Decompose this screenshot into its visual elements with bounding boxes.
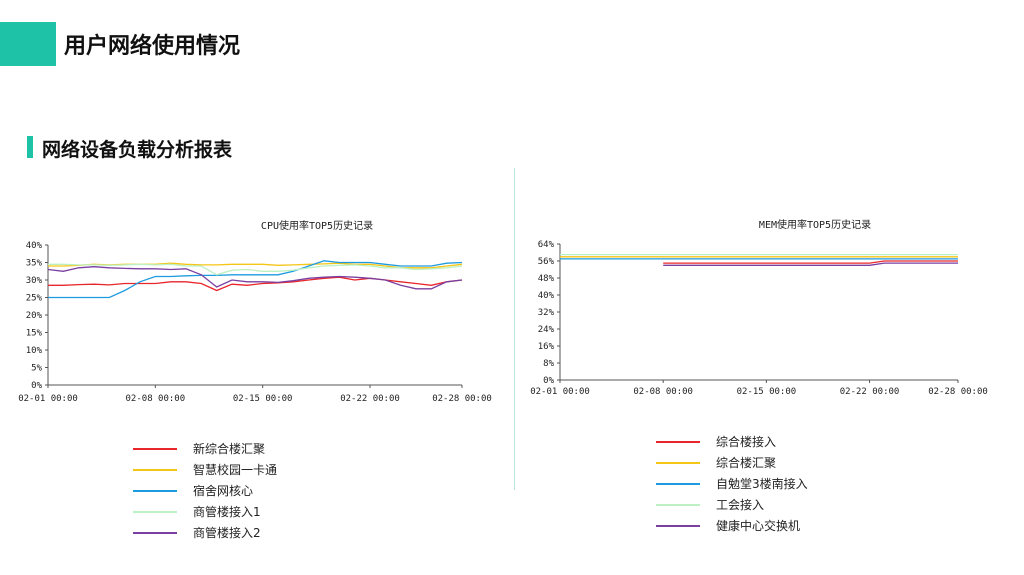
series-line-1: [663, 260, 958, 264]
legend-label: 健康中心交换机: [716, 519, 801, 533]
section-title: 网络设备负载分析报表: [42, 139, 233, 161]
series-line-4: [48, 263, 463, 276]
chart-divider: [514, 168, 515, 490]
x-tick-label: 02-15 00:00: [737, 387, 797, 397]
x-tick-label: 02-28 00:00: [928, 387, 988, 397]
x-tick-label: 02-15 00:00: [233, 394, 293, 404]
legend-swatch: [656, 504, 700, 506]
legend-swatch: [133, 469, 177, 471]
series-line-1: [48, 276, 463, 292]
x-tick-label: 02-08 00:00: [633, 387, 693, 397]
y-tick-label: 40%: [538, 291, 555, 301]
legend-label: 综合楼接入: [716, 435, 777, 449]
series-line-5: [47, 266, 463, 290]
y-tick-label: 56%: [538, 257, 555, 267]
y-tick-label: 10%: [26, 346, 43, 356]
chart-cpu: CPU使用率TOP5历史记录 0% 5% 10% 15% 20% 25% 30% 35% 40% 0…: [18, 219, 492, 404]
section-accent-bar: [27, 136, 33, 158]
y-tick-label: 30%: [26, 276, 43, 286]
y-tick-label: 64%: [538, 240, 555, 250]
y-tick-label: 25%: [26, 294, 43, 304]
y-tick-label: 16%: [538, 342, 555, 352]
y-tick-label: 15%: [26, 329, 43, 339]
legend-label: 新综合楼汇聚: [193, 442, 266, 456]
title-accent-block: [0, 22, 56, 66]
y-tick-label: 8%: [543, 359, 554, 369]
x-tick-label: 02-28 00:00: [432, 394, 492, 404]
y-tick-label: 32%: [538, 308, 555, 318]
legend-label: 工会接入: [716, 498, 765, 512]
chart-mem: MEM使用率TOP5历史记录 0% 8% 16% 24% 32% 40% 48% 56% 64% 0…: [530, 218, 988, 397]
y-tick-label: 35%: [26, 259, 43, 269]
series-line-3: [48, 260, 463, 299]
x-tick-label: 02-01 00:00: [530, 387, 590, 397]
y-tick-label: 5%: [31, 364, 42, 374]
y-tick-label: 48%: [538, 274, 555, 284]
chart-title: MEM使用率TOP5历史记录: [759, 218, 871, 231]
legend-swatch: [133, 511, 177, 513]
legend-swatch: [656, 525, 700, 527]
y-tick-label: 0%: [543, 376, 554, 386]
legend-swatch: [656, 441, 700, 443]
y-tick-label: 20%: [26, 311, 43, 321]
legend-label: 自勉堂3楼南接入: [716, 477, 808, 491]
legend-swatch: [133, 448, 177, 450]
legend-swatch: [656, 462, 700, 464]
legend-label: 宿舍网核心: [193, 484, 254, 498]
page-title: 用户网络使用情况: [64, 34, 241, 59]
series-line-5: [663, 262, 958, 266]
legend-label: 商管楼接入2: [193, 526, 261, 540]
legend-label: 智慧校园一卡通: [193, 463, 278, 477]
legend-label: 商管楼接入1: [193, 505, 261, 519]
chart-title: CPU使用率TOP5历史记录: [261, 219, 373, 232]
x-tick-label: 02-08 00:00: [126, 394, 186, 404]
legend-label: 综合楼汇聚: [716, 456, 777, 470]
y-tick-label: 0%: [31, 381, 42, 391]
legend-swatch: [656, 483, 700, 485]
legend-swatch: [133, 532, 177, 534]
x-tick-label: 02-22 00:00: [340, 394, 400, 404]
y-tick-label: 24%: [538, 325, 555, 335]
x-tick-label: 02-01 00:00: [18, 394, 78, 404]
x-tick-label: 02-22 00:00: [840, 387, 900, 397]
y-tick-label: 40%: [26, 241, 43, 251]
legend-swatch: [133, 490, 177, 492]
